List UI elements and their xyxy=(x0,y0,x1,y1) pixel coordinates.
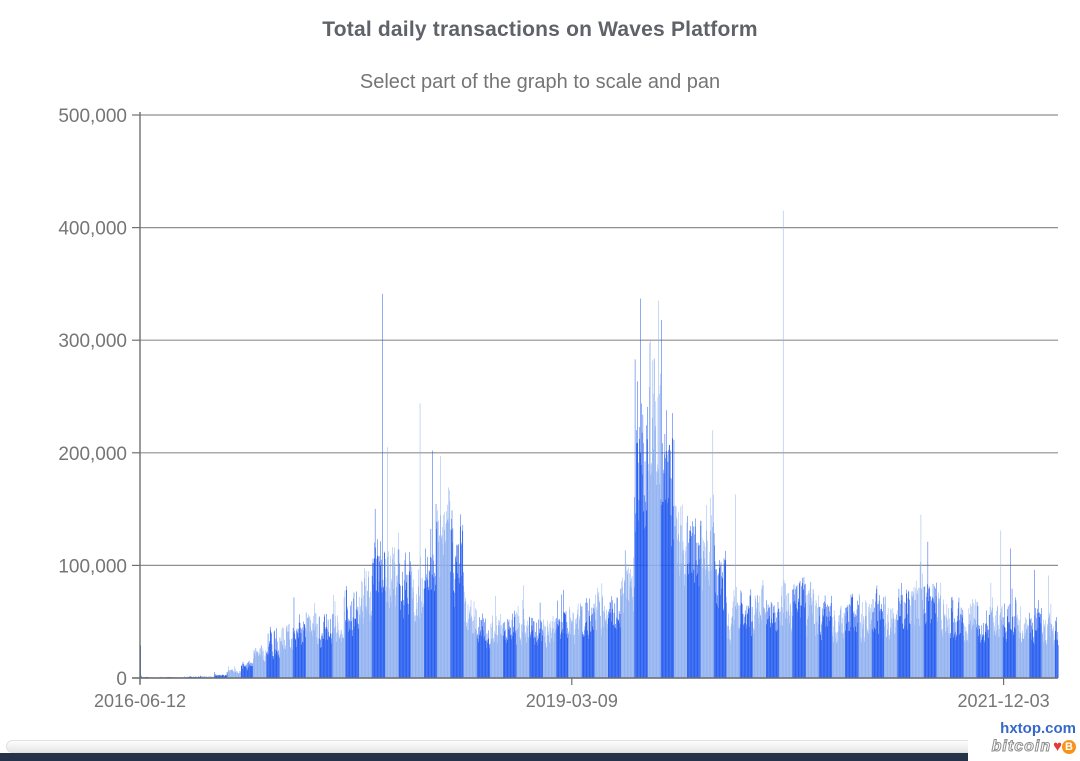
heart-icon: ♥ xyxy=(1053,738,1062,755)
watermark-brand: bitcoin ♥ B xyxy=(968,738,1076,756)
bars-group xyxy=(140,210,1059,678)
y-axis-label: 400,000 xyxy=(58,219,127,240)
y-axis-label: 100,000 xyxy=(58,556,127,577)
bitcoin-icon: B xyxy=(1062,740,1076,754)
chart-canvas[interactable]: 0 100,000 200,000 300,000 400,000 500,000 2016… xyxy=(0,0,1080,735)
bottom-dark-bar xyxy=(0,753,1080,761)
y-axis-label: 0 xyxy=(116,669,127,690)
scrollbar-track xyxy=(6,740,1074,753)
watermark-bitcoin-text: bitcoin xyxy=(991,738,1052,756)
chart-subtitle: Select part of the graph to scale and pa… xyxy=(359,71,721,93)
x-axis-label: 2016-06-12 xyxy=(94,691,186,711)
x-axis-label: 2019-03-09 xyxy=(526,691,618,711)
y-axis-label: 200,000 xyxy=(58,444,127,465)
x-axis-label: 2021-12-03 xyxy=(958,691,1050,711)
y-axis-label: 500,000 xyxy=(58,106,127,127)
chart-title: Total daily transactions on Waves Platfo… xyxy=(322,18,758,41)
watermark-site-text: hxtop.com xyxy=(1000,720,1076,737)
watermark: hxtop.com bitcoin ♥ B xyxy=(968,720,1080,761)
y-axis-label: 300,000 xyxy=(58,331,127,352)
